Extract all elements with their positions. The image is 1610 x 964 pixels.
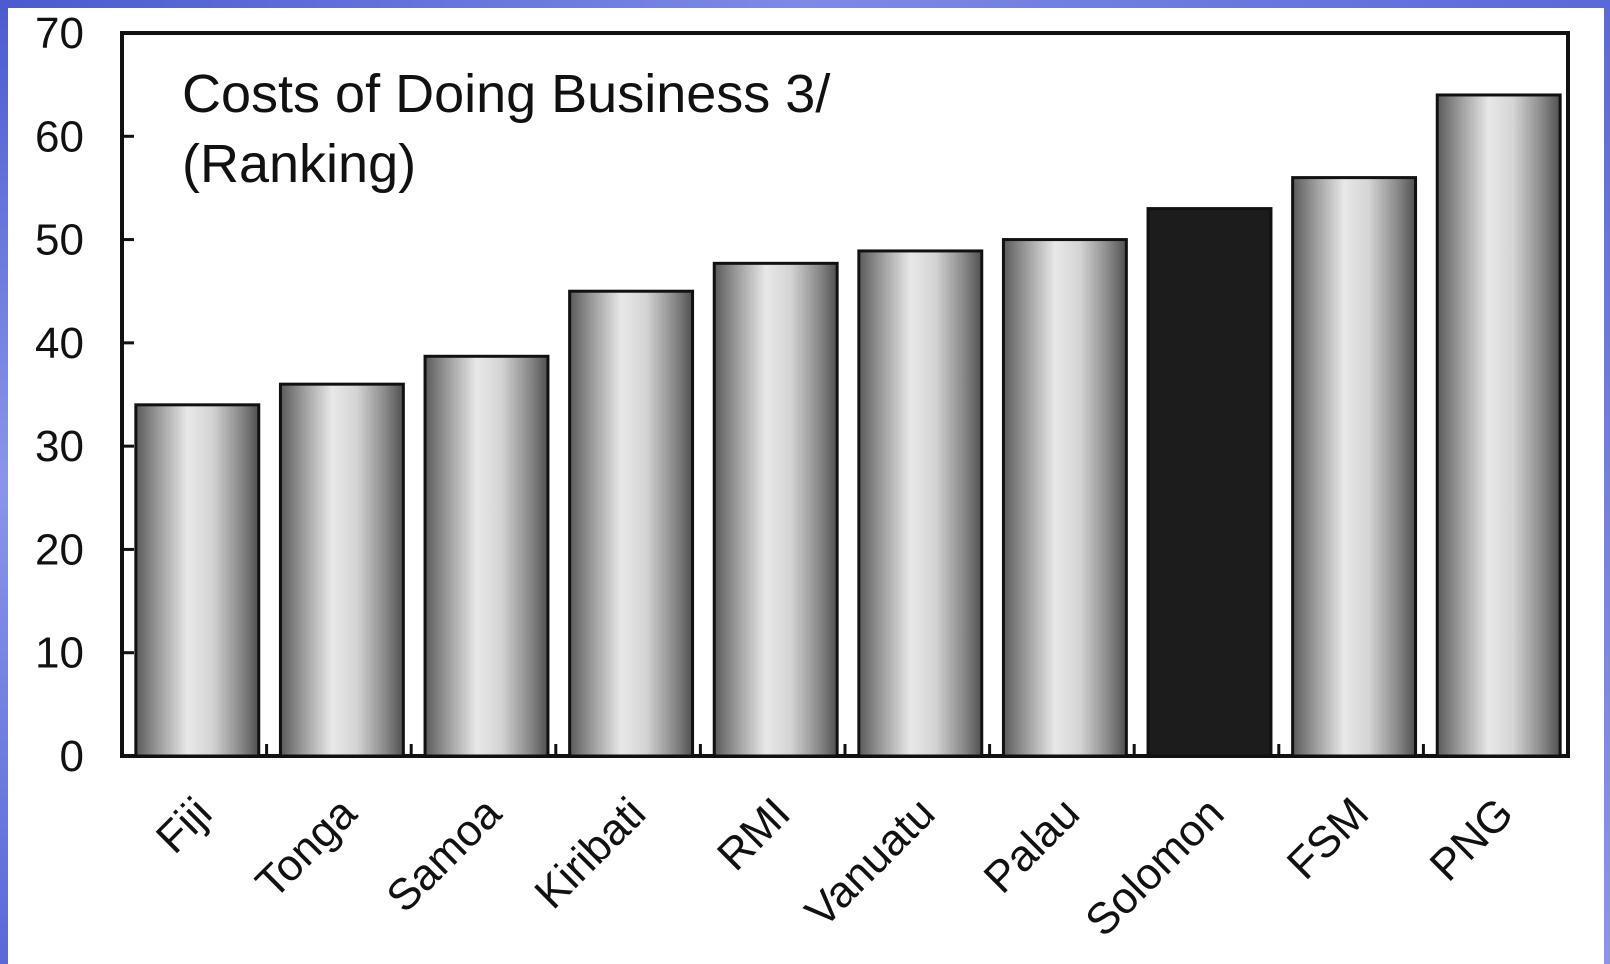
x-tick-label-vanuatu: Vanuatu xyxy=(796,788,944,936)
bar-solomon xyxy=(1146,207,1273,758)
slide-frame-left xyxy=(0,0,8,964)
y-tick-label: 10 xyxy=(35,629,84,678)
slide-frame-top xyxy=(0,0,1610,8)
y-tick-label: 60 xyxy=(35,112,84,161)
x-tick-label-solomon: Solomon xyxy=(1076,788,1233,945)
x-tick-label-tonga: Tonga xyxy=(247,788,367,908)
chart-subtitle: (Ranking) xyxy=(182,134,416,194)
x-tick-label-fiji: Fiji xyxy=(147,788,221,862)
x-tick-label-rmi: RMI xyxy=(708,788,800,880)
y-tick-label: 40 xyxy=(35,319,84,368)
bar-tonga xyxy=(278,382,405,758)
chart-title: Costs of Doing Business 3/ xyxy=(182,64,830,124)
bars xyxy=(134,93,1562,758)
y-tick-label: 20 xyxy=(35,525,84,574)
x-tick-label-kiribati: Kiribati xyxy=(525,788,655,918)
y-tick-label: 0 xyxy=(60,732,84,781)
bar-png xyxy=(1435,93,1562,758)
x-tick-label-palau: Palau xyxy=(975,788,1089,902)
bar-fiji xyxy=(134,403,261,758)
bar-kiribati xyxy=(568,289,695,758)
x-tick-label-samoa: Samoa xyxy=(377,788,511,922)
bar-rmi xyxy=(712,261,839,758)
bar-fsm xyxy=(1291,176,1418,758)
y-tick-label: 30 xyxy=(35,422,84,471)
slide-frame-right xyxy=(1604,0,1610,964)
y-axis: 0 10 20 30 40 50 60 70 xyxy=(35,9,134,781)
bar-palau xyxy=(1001,238,1128,758)
y-tick-label: 70 xyxy=(35,9,84,58)
bar-vanuatu xyxy=(857,249,984,758)
x-tick-label-png: PNG xyxy=(1421,788,1523,890)
y-tick-label: 50 xyxy=(35,216,84,265)
x-tick-label-fsm: FSM xyxy=(1278,788,1378,888)
bar-samoa xyxy=(423,354,550,758)
